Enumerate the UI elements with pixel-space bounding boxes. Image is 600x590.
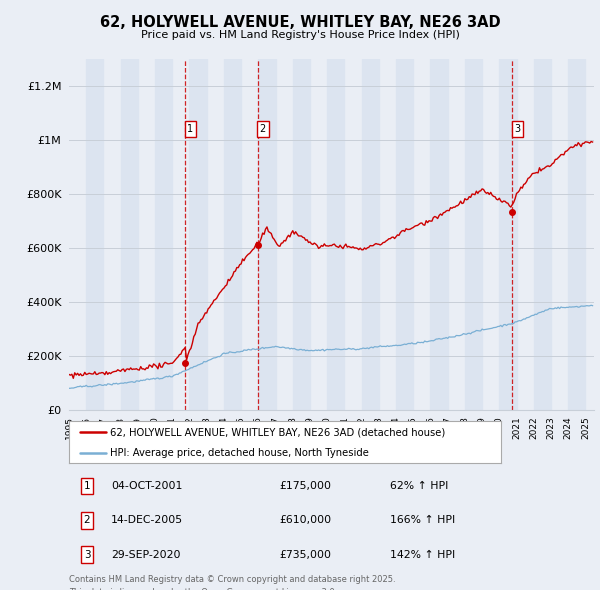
Bar [259, 59, 275, 410]
Bar [121, 59, 138, 410]
Text: £610,000: £610,000 [279, 516, 331, 525]
Text: 3: 3 [514, 124, 520, 134]
Text: 166% ↑ HPI: 166% ↑ HPI [390, 516, 455, 525]
Text: 3: 3 [83, 550, 91, 559]
Bar [190, 59, 207, 410]
Text: 2: 2 [260, 124, 266, 134]
Bar [224, 59, 241, 410]
Bar [568, 59, 586, 410]
Bar [155, 59, 172, 410]
Text: 62% ↑ HPI: 62% ↑ HPI [390, 481, 448, 491]
Text: £175,000: £175,000 [279, 481, 331, 491]
Text: Contains HM Land Registry data © Crown copyright and database right 2025.: Contains HM Land Registry data © Crown c… [69, 575, 395, 584]
Bar [86, 59, 103, 410]
Text: 04-OCT-2001: 04-OCT-2001 [111, 481, 182, 491]
Text: 1: 1 [187, 124, 193, 134]
Bar [396, 59, 413, 410]
Bar [327, 59, 344, 410]
Text: 62, HOLYWELL AVENUE, WHITLEY BAY, NE26 3AD: 62, HOLYWELL AVENUE, WHITLEY BAY, NE26 3… [100, 15, 500, 30]
Text: £735,000: £735,000 [279, 550, 331, 559]
Text: HPI: Average price, detached house, North Tyneside: HPI: Average price, detached house, Nort… [110, 448, 369, 457]
Text: Price paid vs. HM Land Registry's House Price Index (HPI): Price paid vs. HM Land Registry's House … [140, 30, 460, 40]
Bar [465, 59, 482, 410]
Text: 2: 2 [83, 516, 91, 525]
Text: 1: 1 [83, 481, 91, 491]
Text: 14-DEC-2005: 14-DEC-2005 [111, 516, 183, 525]
Bar [499, 59, 517, 410]
Bar [293, 59, 310, 410]
Bar [534, 59, 551, 410]
Bar [362, 59, 379, 410]
Text: 142% ↑ HPI: 142% ↑ HPI [390, 550, 455, 559]
Text: 62, HOLYWELL AVENUE, WHITLEY BAY, NE26 3AD (detached house): 62, HOLYWELL AVENUE, WHITLEY BAY, NE26 3… [110, 427, 445, 437]
Text: 29-SEP-2020: 29-SEP-2020 [111, 550, 181, 559]
Bar [430, 59, 448, 410]
Text: This data is licensed under the Open Government Licence v3.0.: This data is licensed under the Open Gov… [69, 588, 337, 590]
